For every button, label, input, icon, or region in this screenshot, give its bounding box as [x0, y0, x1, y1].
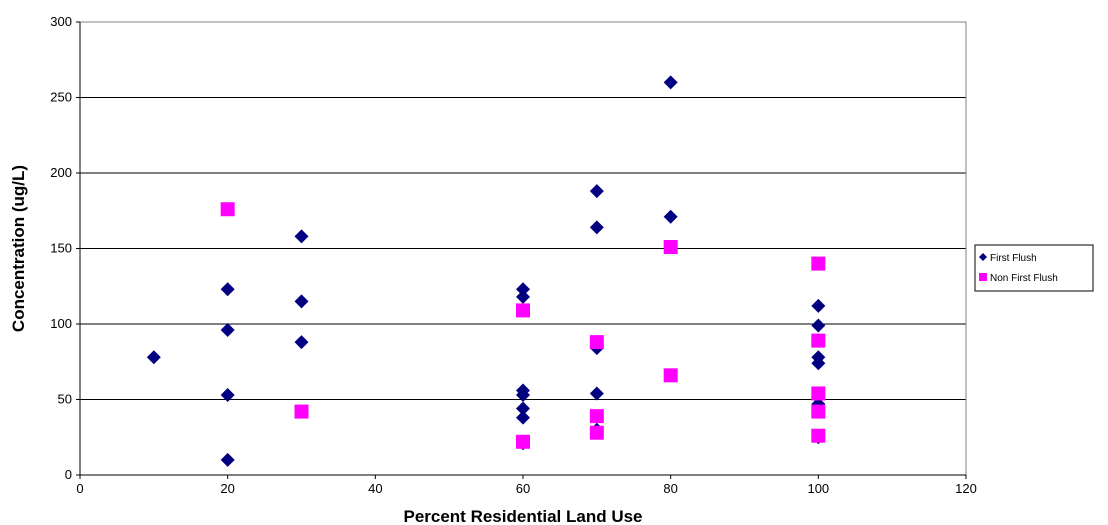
x-tick-label: 40	[368, 481, 382, 496]
data-point	[220, 202, 235, 217]
data-point	[663, 368, 678, 383]
series-non-first-flush	[220, 202, 826, 449]
legend-item: Non First Flush	[979, 273, 1058, 284]
y-tick-label: 100	[50, 316, 72, 331]
series-first-flush	[146, 75, 826, 467]
data-point	[294, 404, 309, 419]
y-tick-label: 150	[50, 241, 72, 256]
data-point	[811, 256, 826, 271]
data-point	[811, 333, 826, 348]
data-point	[516, 282, 530, 297]
data-points	[146, 75, 826, 467]
data-point	[516, 401, 530, 416]
data-point	[220, 387, 235, 402]
data-point	[663, 75, 678, 90]
legend-label: First Flush	[990, 253, 1037, 264]
x-tick-label: 100	[807, 481, 829, 496]
data-point	[811, 318, 826, 333]
y-tick-label: 0	[65, 467, 72, 482]
y-tick-label: 250	[50, 90, 72, 105]
data-point	[516, 410, 530, 425]
data-point	[220, 282, 235, 297]
data-point	[589, 425, 604, 440]
data-point	[589, 335, 604, 350]
legend-box	[974, 244, 1094, 292]
data-point	[516, 303, 530, 318]
data-point	[294, 229, 309, 244]
y-tick-label: 200	[50, 165, 72, 180]
legend: First Flush Non First Flush	[974, 244, 1094, 292]
data-point	[589, 386, 604, 401]
data-point	[811, 428, 826, 443]
data-point	[516, 289, 530, 304]
x-tick-label: 80	[663, 481, 677, 496]
y-tick-label: 300	[50, 14, 72, 29]
legend-label: Non First Flush	[990, 273, 1058, 284]
x-axis-ticks: 0 20 40 60 80 100 120	[76, 22, 977, 496]
data-point	[811, 386, 826, 401]
y-axis-ticks: 0 50 100 150 200 250 300	[50, 14, 80, 482]
y-axis-title: Concentration (ug/L)	[9, 165, 28, 332]
data-point	[811, 356, 826, 371]
legend-marker	[979, 273, 987, 281]
data-point	[146, 350, 161, 365]
data-point	[294, 335, 309, 350]
legend-item: First Flush	[979, 253, 1037, 264]
data-point	[294, 294, 309, 309]
data-point	[589, 220, 604, 235]
data-point	[589, 184, 604, 199]
x-tick-label: 120	[955, 481, 977, 496]
data-point	[811, 404, 826, 419]
x-tick-label: 60	[516, 481, 530, 496]
data-point	[589, 409, 604, 424]
data-point	[220, 323, 235, 338]
x-axis-title: Percent Residential Land Use	[403, 507, 642, 525]
x-tick-label: 0	[76, 481, 83, 496]
legend-marker	[979, 253, 987, 261]
data-point	[220, 452, 235, 467]
data-point	[516, 434, 530, 449]
y-tick-label: 50	[58, 392, 72, 407]
data-point	[663, 209, 678, 224]
x-tick-label: 20	[220, 481, 234, 496]
data-point	[811, 298, 826, 313]
data-point	[663, 239, 678, 254]
data-point	[516, 387, 530, 402]
